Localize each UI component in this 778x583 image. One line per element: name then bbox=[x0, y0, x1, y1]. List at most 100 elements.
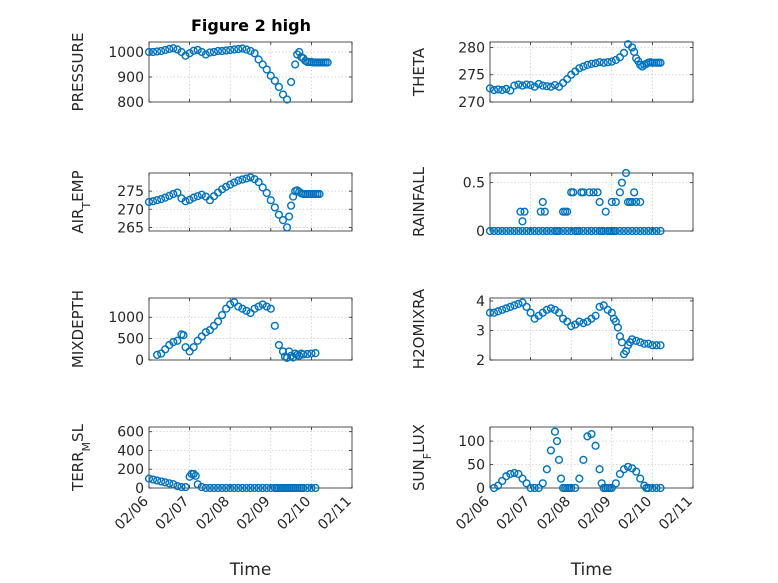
data-point bbox=[222, 304, 231, 313]
data-point bbox=[518, 298, 527, 307]
data-point bbox=[552, 226, 562, 236]
data-point bbox=[307, 349, 316, 358]
axes-rainfall bbox=[489, 172, 694, 232]
data-point bbox=[270, 203, 279, 212]
data-point bbox=[518, 217, 527, 226]
data-point bbox=[489, 85, 499, 95]
y-tick-label: 400 bbox=[117, 443, 144, 459]
data-point bbox=[552, 436, 562, 446]
data-point bbox=[157, 46, 166, 56]
data-point bbox=[217, 311, 227, 320]
x-tick-label: 02/06 bbox=[453, 493, 493, 533]
data-point bbox=[514, 226, 523, 236]
data-point bbox=[571, 483, 580, 493]
data-point bbox=[494, 481, 503, 490]
data-point bbox=[611, 197, 620, 207]
data-point bbox=[311, 349, 320, 358]
data-point bbox=[234, 176, 243, 185]
data-point bbox=[246, 173, 255, 182]
x-axis-label: Time bbox=[570, 560, 613, 580]
data-point bbox=[601, 207, 610, 216]
y-axis-label: PRESSURE bbox=[69, 33, 87, 112]
data-point bbox=[181, 51, 190, 60]
data-point bbox=[498, 85, 507, 95]
data-point bbox=[575, 64, 584, 73]
data-point bbox=[648, 483, 657, 493]
axes-air_temp bbox=[148, 172, 353, 232]
y-tick-label: 600 bbox=[117, 425, 144, 441]
x-tick-label: 02/06 bbox=[112, 493, 152, 533]
data-point bbox=[502, 84, 511, 94]
data-point bbox=[567, 483, 576, 493]
y-tick-label: 0 bbox=[135, 481, 144, 497]
data-point bbox=[181, 343, 190, 352]
data-point bbox=[542, 82, 551, 91]
data-point bbox=[609, 226, 618, 236]
data-point bbox=[644, 226, 653, 236]
data-point bbox=[246, 46, 255, 56]
data-point bbox=[516, 207, 525, 216]
y-tick-label: 50 bbox=[467, 458, 485, 474]
data-point bbox=[546, 226, 556, 236]
y-axis-label: SUNFLUX bbox=[410, 424, 434, 491]
data-point bbox=[295, 47, 304, 57]
data-point bbox=[291, 60, 300, 69]
data-point bbox=[230, 298, 239, 307]
data-point bbox=[161, 45, 170, 55]
data-point bbox=[230, 483, 239, 493]
data-point bbox=[579, 188, 588, 197]
data-point bbox=[502, 226, 511, 236]
data-point bbox=[573, 226, 582, 236]
data-point bbox=[494, 307, 503, 316]
data-point bbox=[303, 349, 312, 359]
data-point bbox=[656, 58, 665, 67]
data-point bbox=[226, 180, 235, 189]
data-point bbox=[599, 301, 608, 310]
x-tick-label: 02/08 bbox=[193, 494, 233, 534]
x-tick-label: 02/10 bbox=[615, 494, 655, 534]
data-point bbox=[498, 226, 507, 236]
axes-mixdepth bbox=[148, 297, 353, 361]
data-point bbox=[246, 308, 255, 318]
data-point bbox=[157, 349, 166, 358]
data-point bbox=[173, 336, 182, 345]
data-point bbox=[153, 47, 162, 56]
data-point bbox=[242, 483, 251, 493]
data-point bbox=[627, 43, 637, 52]
y-axis-label: AIRTEMP bbox=[69, 170, 93, 233]
data-point bbox=[585, 188, 594, 197]
data-point bbox=[526, 80, 535, 90]
data-point bbox=[189, 469, 198, 479]
data-point bbox=[295, 351, 304, 360]
data-point bbox=[226, 45, 235, 55]
data-point bbox=[591, 226, 600, 236]
data-point bbox=[554, 308, 564, 317]
data-point bbox=[648, 341, 657, 350]
data-point bbox=[621, 168, 631, 178]
data-point bbox=[311, 483, 320, 493]
data-point bbox=[197, 47, 206, 57]
data-point bbox=[177, 482, 186, 492]
data-point bbox=[534, 79, 543, 89]
data-point bbox=[315, 189, 324, 199]
data-point bbox=[554, 455, 564, 464]
data-point bbox=[640, 481, 649, 490]
x-tick-label: 02/09 bbox=[575, 494, 615, 534]
data-point bbox=[587, 59, 596, 68]
data-point bbox=[197, 190, 206, 199]
data-point bbox=[254, 302, 263, 311]
panel-pressure: 800 900 1000 PRESSURE bbox=[69, 33, 353, 112]
data-point bbox=[563, 74, 572, 84]
data-point bbox=[530, 483, 539, 493]
data-point bbox=[538, 197, 547, 207]
data-point bbox=[246, 483, 255, 493]
data-point bbox=[595, 197, 604, 207]
data-point bbox=[266, 196, 275, 205]
data-point bbox=[169, 337, 178, 347]
data-point bbox=[485, 308, 495, 317]
y-tick-label: 0 bbox=[135, 353, 144, 369]
data-point bbox=[510, 468, 519, 478]
y-axis-label: MIXDEPTH bbox=[69, 290, 87, 368]
data-point bbox=[485, 84, 495, 93]
